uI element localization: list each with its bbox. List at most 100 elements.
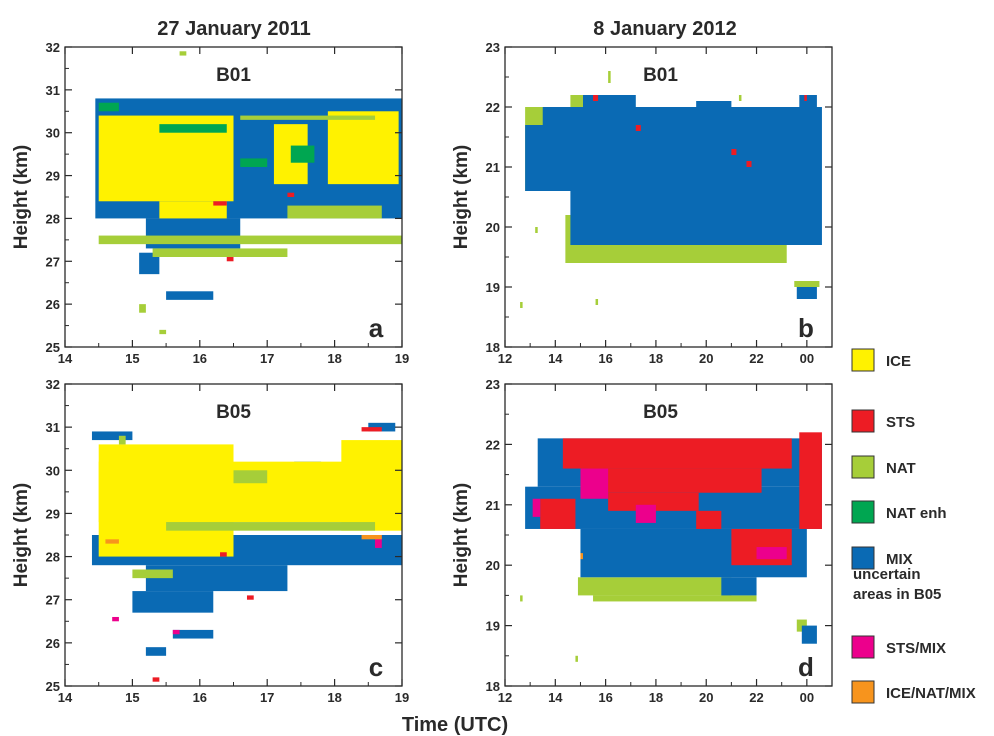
- region-nat: [159, 329, 167, 335]
- region-sts-mix: [756, 547, 787, 560]
- panel-d: 12 14 16 18 20 22 00 18 19 20 21 22 23 Height (km) B05…: [451, 377, 833, 705]
- legend-item-ice: ICE: [851, 348, 911, 372]
- legend-item-sts: STS: [851, 409, 915, 433]
- y-tick-label: 19: [486, 280, 500, 295]
- region-nat: [608, 71, 611, 83]
- region-nat: [520, 595, 523, 602]
- legend-swatch: [851, 455, 875, 479]
- region-mix: [91, 431, 133, 441]
- panel-b: 12 14 16 18 20 22 00 18 19 20 21 22 23 Height (km) B01…: [451, 40, 833, 366]
- region-sts: [152, 677, 160, 682]
- region-ice: [327, 111, 399, 185]
- region-sts: [593, 95, 599, 101]
- region-sts-mix: [532, 498, 541, 517]
- x-tick-label: 18: [649, 351, 663, 366]
- x-axis-label: Time (UTC): [402, 714, 508, 736]
- region-nat: [738, 95, 742, 101]
- region-sts: [746, 161, 752, 167]
- y-tick-label: 28: [46, 211, 60, 226]
- legend-item-mix: MIX: [851, 546, 913, 570]
- legend-label: NAT enh: [886, 505, 947, 522]
- y-tick-label: 22: [486, 100, 500, 115]
- legend-label: ICE/NAT/MIX: [886, 685, 976, 702]
- y-tick-label: 23: [486, 377, 500, 392]
- legend-label: ICE: [886, 353, 911, 370]
- x-tick-label: 16: [193, 351, 207, 366]
- region-sts: [696, 510, 722, 529]
- region-nat: [179, 51, 187, 56]
- region-mix: [172, 629, 214, 639]
- x-tick-label: 14: [548, 351, 563, 366]
- region-nat: [794, 281, 820, 287]
- x-tick-label: 17: [260, 690, 274, 705]
- y-tick-label: 25: [46, 679, 60, 694]
- legend: ICE STS NAT NAT enh MIX STS/MIX ICE/NAT/MIX unc…: [851, 348, 976, 704]
- region-nat-enh: [290, 145, 315, 163]
- x-tick-label: 19: [395, 351, 409, 366]
- region-nat: [118, 435, 126, 445]
- region-sts-mix: [172, 629, 180, 635]
- y-tick-label: 27: [46, 254, 60, 269]
- panel-title: B01: [643, 65, 678, 86]
- y-axis-label: Height (km): [11, 483, 32, 588]
- x-tick-label: 12: [498, 690, 512, 705]
- legend-swatch: [851, 680, 875, 704]
- x-tick-label: 20: [699, 351, 713, 366]
- region-nat: [535, 227, 538, 233]
- region-sts: [287, 192, 295, 197]
- region-mix: [801, 625, 817, 644]
- region-ice-nat-mix: [105, 539, 119, 544]
- x-tick-label: 16: [598, 351, 612, 366]
- region-sts: [226, 257, 234, 262]
- region-nat: [570, 95, 583, 107]
- x-tick-label: 18: [327, 351, 341, 366]
- x-tick-label: 20: [699, 690, 713, 705]
- y-tick-label: 29: [46, 169, 60, 184]
- region-sts: [220, 552, 227, 557]
- region-mix: [542, 107, 822, 125]
- legend-swatch: [851, 635, 875, 659]
- region-nat: [287, 205, 382, 219]
- x-tick-label: 18: [649, 690, 663, 705]
- region-sts: [608, 492, 699, 511]
- panel-title: B05: [643, 402, 678, 423]
- x-tick-label: 16: [193, 690, 207, 705]
- y-tick-label: 30: [46, 463, 60, 478]
- region-sts: [588, 468, 762, 493]
- region-nat-enh: [98, 102, 119, 112]
- region-nat: [240, 115, 376, 120]
- x-tick-label: 12: [498, 351, 512, 366]
- region-nat: [139, 304, 146, 313]
- y-tick-label: 32: [46, 377, 60, 392]
- region-nat: [166, 522, 376, 531]
- x-tick-label: 14: [58, 690, 73, 705]
- region-sts: [635, 125, 641, 131]
- region-nat-enh: [159, 124, 227, 133]
- region-ice: [98, 444, 234, 557]
- legend-label: NAT: [886, 460, 916, 477]
- region-nat: [233, 470, 268, 484]
- region-ice-nat-mix: [361, 535, 382, 540]
- panel-letter: a: [369, 313, 384, 343]
- y-tick-label: 21: [486, 160, 500, 175]
- legend-swatch: [851, 546, 875, 570]
- region-mix: [582, 95, 636, 107]
- region-mix: [166, 291, 214, 300]
- y-tick-label: 32: [46, 40, 60, 55]
- x-tick-label: 00: [800, 351, 814, 366]
- legend-item-nat-enh: NAT enh: [851, 500, 947, 524]
- y-tick-label: 18: [486, 340, 500, 355]
- legend-swatch: [851, 409, 875, 433]
- panel-letter: b: [798, 313, 814, 343]
- y-axis-label: Height (km): [11, 145, 32, 250]
- x-tick-label: 22: [749, 690, 763, 705]
- region-mix: [132, 591, 214, 613]
- x-tick-label: 15: [125, 690, 139, 705]
- region-mix: [721, 577, 757, 596]
- y-tick-label: 20: [486, 220, 500, 235]
- region-sts: [804, 95, 807, 101]
- x-tick-label: 15: [125, 351, 139, 366]
- panels: 14 15 16 17 18 19 25 26 27 28 29 30 31 32 Height (km) B…: [11, 40, 833, 705]
- region-mix: [570, 191, 822, 245]
